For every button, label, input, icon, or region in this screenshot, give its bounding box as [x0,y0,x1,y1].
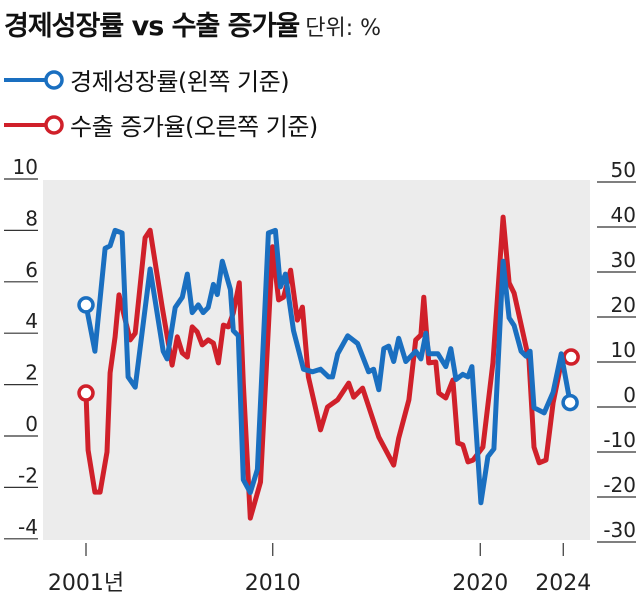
export-growth-end-point [562,348,580,366]
right-axis-tick-label: 10 [611,338,636,362]
right-axis-tick-label: 40 [611,203,636,227]
left-axis-tick-label: -4 [18,515,38,539]
legend-item-gdp: 경제성장률(왼쪽 기준) [4,62,290,97]
left-axis-tick-label: -2 [18,463,38,487]
left-axis-tick-label: 10 [13,155,38,179]
gdp-growth-end-point [561,393,579,412]
right-axis-tick-label: 50 [611,158,636,182]
gdp-growth-start-point [77,296,95,314]
legend-item-export: 수출 증가율(오른쪽 기준) [4,107,318,142]
left-axis-tick-label: 0 [25,412,38,436]
left-axis-tick-label: 6 [25,258,38,282]
chart-title: 경제성장률 vs 수출 증가율 [4,11,300,42]
legend-marker-red-icon [4,114,64,135]
legend-label-export: 수출 증가율(오른쪽 기준) [70,113,318,141]
left-axis-tick-label: 2 [25,361,38,385]
right-axis-tick-label: 0 [623,383,636,407]
legend-marker-blue-icon [4,69,64,90]
left-axis-tick-label: 4 [25,309,38,333]
export-growth-start-point [77,384,95,402]
x-axis-tick-label: 2010 [245,571,301,596]
gdp-growth-line [83,227,573,506]
left-axis-tick-label: 8 [25,206,38,230]
x-axis-tick-label: 2020 [452,571,508,596]
x-axis-tick-label: 2024 [535,571,591,596]
legend-label-gdp: 경제성장률(왼쪽 기준) [70,68,290,96]
right-axis-tick-label: 30 [611,248,636,272]
right-axis-tick-label: -30 [603,518,636,542]
unit-label: 단위: % [305,16,382,41]
right-axis-tick-label: 20 [611,293,636,317]
x-axis-tick-label: 2001년 [48,571,124,596]
chart-title-block: 경제성장률 vs 수출 증가율 단위: % [4,4,381,43]
right-axis-tick-label: -10 [603,428,636,452]
right-axis-tick-label: -20 [603,473,636,497]
